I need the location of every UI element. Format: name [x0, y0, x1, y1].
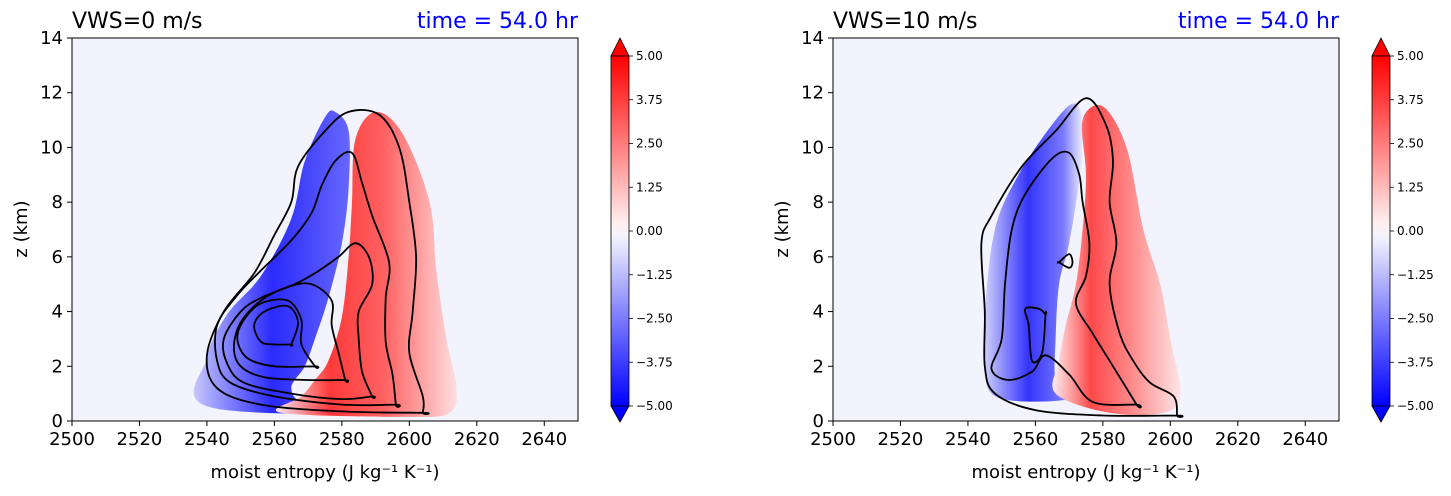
contour-line-0 [980, 97, 1184, 418]
colorbar-tick-label: 5.00 [1397, 49, 1424, 63]
colorbar-tick-label: 3.75 [1397, 93, 1424, 107]
panel-title-right: time = 54.0 hr [1178, 9, 1340, 34]
plot-frame [832, 37, 1340, 422]
x-tick-label: 2600 [1147, 429, 1193, 450]
colorbar-tick-label: 2.50 [1397, 137, 1424, 151]
y-axis-ticks: 0 2 4 6 8 10 12 14 [801, 28, 833, 432]
y-tick-label: 0 [813, 411, 824, 432]
x-axis-ticks: 2500 2520 2540 2560 2580 2600 2620 2640 [810, 421, 1328, 450]
x-tick-label: 2500 [810, 429, 856, 450]
colorbar-labels: 5.00 3.75 2.50 1.25 0.00 −1.25 −2.50 −3.75 −5.00 [1390, 49, 1434, 413]
y-axis-ticks: 0 2 4 6 8 10 12 14 [40, 28, 72, 432]
colorbar-tick-label: −5.00 [636, 399, 673, 413]
y-tick-label: 2 [813, 356, 824, 377]
positive-anomaly-region [275, 111, 457, 417]
y-tick-label: 8 [813, 192, 824, 213]
colorbar-extend-min [610, 405, 630, 423]
colorbar-tick-label: 2.50 [636, 137, 663, 151]
colorbar-tick-label: −5.00 [1397, 399, 1434, 413]
y-tick-label: 14 [801, 28, 824, 49]
colorbar-tick-label: 1.25 [636, 180, 663, 194]
colorbar-labels: 5.00 3.75 2.50 1.25 0.00 −1.25 −2.50 −3.75 −5.00 [629, 49, 673, 413]
contour-line-5 [253, 304, 299, 347]
colorbar-extend-max [610, 37, 630, 57]
x-tick-label: 2600 [386, 429, 432, 450]
colorbar-gradient [610, 55, 630, 407]
colorbar-tick-label: 0.00 [636, 224, 663, 238]
y-axis-label: z (km) [11, 200, 32, 257]
colorbar-tick-label: −3.75 [636, 355, 673, 369]
x-axis-ticks: 2500 2520 2540 2560 2580 2600 2620 2640 [49, 421, 567, 450]
x-tick-label: 2520 [878, 429, 924, 450]
x-axis-label: moist entropy (J kg⁻¹ K⁻¹) [972, 462, 1201, 483]
y-tick-label: 4 [52, 302, 63, 323]
y-tick-label: 0 [52, 411, 63, 432]
y-tick-label: 14 [40, 28, 63, 49]
y-tick-label: 12 [801, 83, 824, 104]
colorbar-extend-min [1371, 405, 1391, 423]
x-tick-label: 2640 [521, 429, 567, 450]
x-tick-label: 2620 [1215, 429, 1261, 450]
x-tick-label: 2580 [319, 429, 365, 450]
colorbar-tick-label: 0.00 [1397, 224, 1424, 238]
colorbar-tick-label: −1.25 [1397, 268, 1434, 282]
panel-title-right: time = 54.0 hr [417, 9, 579, 34]
contour-lines [205, 109, 430, 415]
colorbar-tick-label: 5.00 [636, 49, 663, 63]
colorbar-tick-label: −1.25 [636, 268, 673, 282]
y-tick-label: 6 [813, 247, 824, 268]
y-tick-label: 10 [40, 137, 63, 158]
colorbar: 5.00 3.75 2.50 1.25 0.00 −1.25 −2.50 −3.75 −5.00 [1371, 37, 1434, 423]
plot-frame [71, 37, 579, 422]
panel-title-left: VWS=0 m/s [72, 9, 203, 34]
contour-line-0 [205, 109, 430, 415]
colorbar-tick-label: 3.75 [636, 93, 663, 107]
y-tick-label: 10 [801, 137, 824, 158]
colorbar: 5.00 3.75 2.50 1.25 0.00 −1.25 −2.50 −3.75 −5.00 [610, 37, 673, 423]
panel-vws-10: VWS=10 m/s time = 54.0 hr 2500 2520 2540 25… [772, 9, 1434, 483]
x-tick-label: 2580 [1080, 429, 1126, 450]
colorbar-tick-label: −2.50 [636, 312, 673, 326]
x-tick-label: 2500 [49, 429, 95, 450]
x-tick-label: 2640 [1282, 429, 1328, 450]
x-tick-label: 2560 [251, 429, 297, 450]
y-tick-label: 12 [40, 83, 63, 104]
contour-line-1 [214, 150, 401, 408]
colorbar-extend-max [1371, 37, 1391, 57]
y-tick-label: 2 [52, 356, 63, 377]
x-tick-label: 2540 [945, 429, 991, 450]
colorbar-tick-label: −2.50 [1397, 312, 1434, 326]
y-tick-label: 8 [52, 192, 63, 213]
y-axis-label: z (km) [772, 200, 793, 257]
y-tick-label: 6 [52, 247, 63, 268]
x-axis-label: moist entropy (J kg⁻¹ K⁻¹) [211, 462, 440, 483]
panel-title-left: VWS=10 m/s [833, 9, 978, 34]
positive-anomaly-region [1052, 104, 1181, 416]
panel-vws-0: VWS=0 m/s time = 54.0 hr 2500 2520 2540 256… [11, 9, 673, 483]
negative-anomaly-region [193, 110, 419, 415]
colorbar-tick-label: −3.75 [1397, 355, 1434, 369]
x-tick-label: 2560 [1012, 429, 1058, 450]
contour-line-1 [990, 150, 1142, 409]
x-tick-label: 2540 [184, 429, 230, 450]
negative-anomaly-region [983, 103, 1083, 402]
x-tick-label: 2620 [454, 429, 500, 450]
x-tick-label: 2520 [117, 429, 163, 450]
contour-line-3 [1056, 253, 1074, 269]
contour-line-4 [236, 298, 320, 369]
colorbar-tick-label: 1.25 [1397, 180, 1424, 194]
contour-line-2 [1024, 306, 1048, 364]
contour-line-3 [232, 282, 350, 383]
colorbar-gradient [1371, 55, 1391, 407]
y-tick-label: 4 [813, 302, 824, 323]
contour-lines [980, 97, 1184, 418]
